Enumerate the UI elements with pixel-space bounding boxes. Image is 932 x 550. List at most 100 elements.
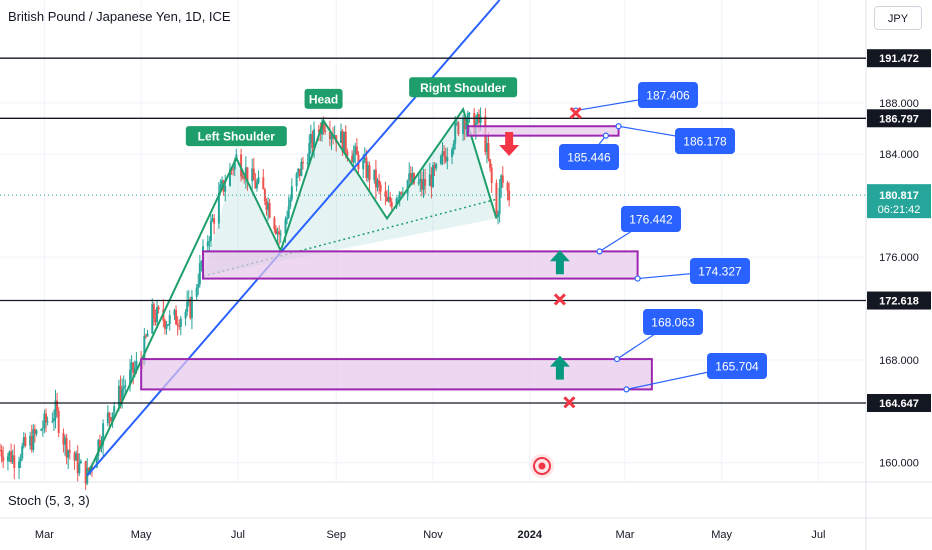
candle-body [163, 320, 166, 329]
candle-body [468, 112, 471, 114]
price-tick-label: 176.000 [879, 252, 919, 264]
level-price-label: 186.797 [879, 113, 919, 125]
candle-body [35, 430, 38, 434]
candle-body [490, 167, 493, 183]
level-label: 185.446 [567, 151, 611, 165]
level-label-box [559, 144, 619, 170]
candle-body [254, 180, 257, 189]
candle-body [455, 122, 458, 124]
candle-body [29, 435, 32, 446]
price-tick-label: 160.000 [879, 458, 919, 470]
candle-body [13, 455, 16, 468]
candle-body [446, 157, 449, 162]
candle-body [56, 400, 59, 411]
price-tick-label: 188.000 [879, 98, 919, 110]
candle-body [290, 186, 293, 200]
candle-body [152, 304, 155, 319]
zone-box [202, 250, 639, 280]
candle-body [211, 218, 214, 221]
time-tick-label: May [131, 529, 152, 541]
candle-body [411, 173, 414, 182]
level-price-tag [867, 291, 931, 310]
candle-body [343, 131, 346, 153]
candle-body [386, 196, 389, 202]
candle-body [419, 179, 422, 182]
pattern-label-box [409, 77, 518, 98]
candle-body [44, 413, 47, 423]
candle-body [301, 161, 304, 164]
candle-body [21, 445, 24, 459]
candle-body [340, 131, 343, 144]
target-icon-dot [538, 462, 546, 470]
level-label-box [707, 353, 767, 379]
time-axis: Mar May Jul Sep Nov 2024 Mar May Jul [35, 529, 826, 541]
candle-body [209, 220, 212, 241]
candle-body [8, 451, 11, 457]
candle-body [433, 165, 436, 169]
time-tick-label: Mar [615, 529, 634, 541]
candle-body [395, 198, 398, 208]
candle-body [217, 192, 220, 224]
level-price-tag [867, 49, 931, 68]
candle-body [435, 163, 438, 169]
level-label: 187.406 [646, 89, 690, 103]
candle-body [67, 450, 70, 458]
cross-icon [569, 107, 582, 120]
candle-body [255, 182, 258, 189]
candle-body [40, 429, 43, 431]
candle-body [168, 315, 171, 325]
currency-button[interactable]: JPY [874, 6, 922, 30]
stochastic-indicator-label[interactable]: Stoch (5, 3, 3) [8, 493, 90, 508]
candle-body [374, 169, 377, 188]
pattern-label-box [304, 88, 343, 109]
zone-box [140, 358, 653, 391]
time-tick-label: Sep [326, 529, 346, 541]
candle-body [498, 187, 501, 214]
candle-body [73, 452, 76, 461]
candle-body [51, 421, 54, 423]
candle-body [54, 400, 57, 419]
candle-body [200, 261, 203, 264]
candle-body [129, 369, 132, 386]
candle-body [240, 154, 243, 177]
candle-body [117, 385, 120, 407]
candle-body [387, 196, 390, 202]
candle-body [179, 318, 182, 327]
candle-body [232, 169, 235, 171]
candle-body [175, 309, 178, 325]
candle-body [268, 203, 271, 218]
candle-body [208, 240, 211, 242]
candle-body [365, 157, 368, 178]
target-icon-ring [533, 457, 551, 475]
time-tick-label: Nov [423, 529, 443, 541]
last-price-tag [867, 184, 931, 219]
candle-body [75, 453, 78, 461]
candle-body [143, 335, 146, 364]
candle-body [154, 318, 157, 323]
candle-body [156, 307, 159, 323]
candle-body [363, 157, 366, 161]
candle-body [133, 367, 136, 373]
candle-body [62, 433, 65, 445]
candle-body [313, 129, 316, 149]
candle-body [18, 461, 21, 468]
price-tick-label: 168.000 [879, 355, 919, 367]
candle-body [420, 179, 423, 190]
bar-countdown-label: 06:21:42 [878, 204, 921, 216]
time-tick-label: Jul [231, 529, 245, 541]
candle-body [241, 176, 244, 179]
candle-body [41, 428, 44, 430]
candle-body [135, 361, 138, 368]
candle-body [97, 439, 100, 456]
level-price-tag [867, 109, 931, 128]
level-price-label: 191.472 [879, 53, 919, 65]
candle-body [221, 180, 224, 185]
candle-body [497, 213, 500, 217]
candle-body [95, 455, 98, 468]
candlestick-series [0, 107, 511, 490]
candle-body [406, 180, 409, 194]
candle-body [64, 437, 67, 445]
candle-body [121, 388, 124, 401]
candle-body [265, 201, 268, 210]
